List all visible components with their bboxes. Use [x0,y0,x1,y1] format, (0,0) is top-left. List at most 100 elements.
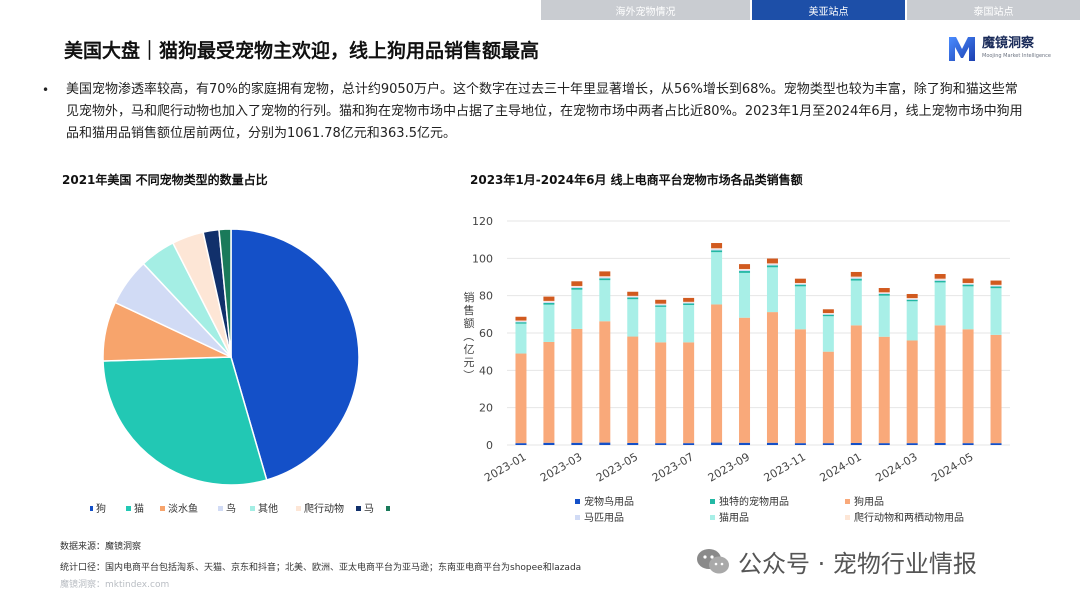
bar-15-0 [934,442,946,445]
bar-0-2 [515,323,527,354]
bar-13-2 [878,295,890,337]
tab-thailand[interactable]: 泰国站点 [907,0,1080,20]
x-tick-label-8: 2024-05 [929,450,975,484]
pie-legend-label-5: 爬行动物 [304,502,344,515]
bar-12-0 [850,442,862,445]
bar-17-0 [990,443,1002,445]
bar-6-2 [683,305,695,343]
bar-legend-label-4: 猫用品 [719,511,749,524]
bar-5-5 [655,303,667,305]
bar-11-2 [822,316,834,352]
bar-5-1 [655,342,667,444]
bar-2-4 [571,286,583,289]
bar-3-5 [599,276,611,278]
pie-legend-swatch-3 [218,506,223,511]
bar-3-6 [599,271,611,277]
bar-1-3 [543,302,555,305]
pie-legend-swatch-4 [250,506,255,511]
bar-legend-label-5: 爬行动物和两栖动物用品 [854,511,964,524]
bar-16-6 [962,278,974,283]
bar-10-6 [794,278,806,283]
bar-legend-swatch-5 [845,515,850,520]
svg-text:）: ） [462,370,475,381]
tab-overseas-pets[interactable]: 海外宠物情况 [541,0,750,20]
bar-5-4 [655,304,667,306]
bar-9-5 [766,263,778,265]
bar-2-5 [571,285,583,287]
brand-logo-block: 魔镜洞察 Moojing Market Intelligence [946,32,1051,64]
bar-10-1 [794,329,806,444]
bar-16-1 [962,329,974,444]
bar-13-1 [878,336,890,444]
bar-3-2 [599,280,611,322]
pie-slice-1 [102,356,268,486]
pie-slice-7 [218,228,232,358]
bar-6-1 [683,342,695,444]
x-tick-label-3: 2023-07 [650,450,696,484]
bar-11-4 [822,313,834,315]
bar-15-1 [934,325,946,443]
bar-0-4 [515,321,527,323]
bar-14-4 [906,298,918,300]
bar-8-1 [739,317,751,443]
bar-10-4 [794,283,806,285]
svg-text:销: 销 [464,290,475,304]
bar-legend-label-2: 狗用品 [854,495,884,508]
bar-13-0 [878,443,890,445]
bar-legend-swatch-1 [710,499,715,504]
pie-legend-label-6: 马 [364,503,374,515]
bar-0-3 [515,322,527,324]
bar-7-0 [711,442,723,445]
tab-us-amazon[interactable]: 美亚站点 [752,0,905,20]
bar-4-3 [627,297,639,300]
bar-3-0 [599,442,611,445]
bar-1-2 [543,304,555,342]
bar-8-6 [739,264,751,269]
wechat-text: 公众号 · 宠物行业情报 [738,550,977,578]
brand-name: 魔镜洞察 [982,36,1035,51]
bar-7-6 [711,243,723,249]
pie-legend-label-3: 鸟 [226,502,236,515]
bar-0-0 [515,443,527,445]
bar-16-2 [962,286,974,330]
brand-tagline: Moojing Market Intelligence [982,53,1052,59]
x-tick-label-1: 2023-03 [538,450,584,484]
bar-15-6 [934,274,946,279]
bar-3-1 [599,321,611,443]
bar-1-4 [543,301,555,303]
bar-9-1 [766,312,778,443]
bar-6-5 [683,301,695,303]
description-text: 美国宠物渗透率较高，有70%的家庭拥有宠物，总计约9050万户。这个数字在过去三… [66,82,1023,141]
pie-chart: 狗猫淡水鱼鸟其他爬行动物马咸水鱼 [90,228,390,515]
bar-15-5 [934,278,946,280]
pie-slice-0 [230,228,360,481]
watermark: 魔镜洞察：mktindex.com [60,580,170,590]
bar-14-2 [906,301,918,341]
y-tick-label-6: 120 [472,215,493,228]
bar-13-5 [878,292,890,294]
bar-legend-label-3: 马匹用品 [584,512,624,524]
bar-4-4 [627,296,639,298]
bar-7-1 [711,304,723,443]
top-tabs: 海外宠物情况 美亚站点 泰国站点 [541,0,1080,20]
bar-5-2 [655,306,667,343]
bar-1-6 [543,296,555,301]
wechat-watermark: 公众号 · 宠物行业情报 [696,544,977,579]
bar-chart-title: 2023年1月-2024年6月 线上电商平台宠物市场各品类销售额 [470,173,803,187]
bar-10-3 [794,284,806,287]
bar-0-5 [515,320,527,322]
moojing-logo-icon [949,37,975,61]
bar-12-6 [850,271,862,277]
bar-4-1 [627,336,639,443]
bar-legend-swatch-3 [575,515,580,520]
x-tick-label-4: 2023-09 [706,450,752,484]
bar-4-5 [627,295,639,297]
pie-legend-label-4: 其他 [258,502,278,515]
pie-legend-label-2: 淡水鱼 [168,502,198,515]
bullet: • [42,83,50,97]
bar-8-0 [739,442,751,445]
bar-8-5 [739,268,751,270]
bar-14-3 [906,299,918,302]
bar-17-5 [990,284,1002,286]
data-scope: 统计口径：国内电商平台包括淘系、天猫、京东和抖音；北美、欧洲、亚太电商平台为亚马… [60,563,582,573]
